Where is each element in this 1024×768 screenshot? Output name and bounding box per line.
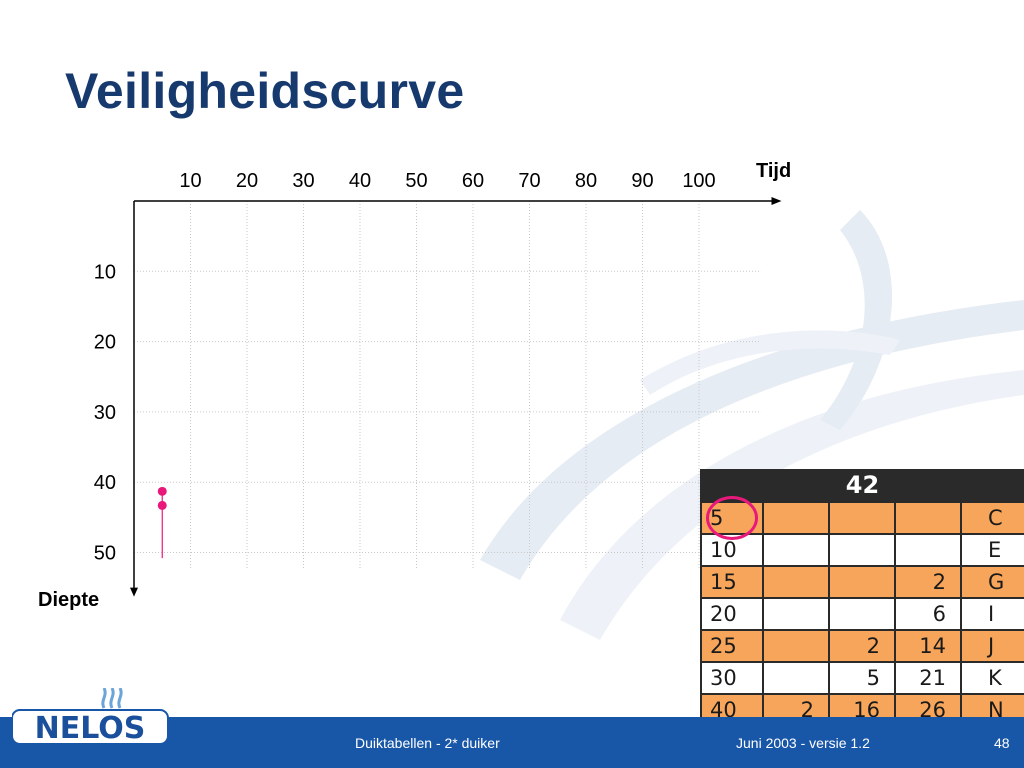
y-axis-title: Diepte (38, 589, 99, 611)
x-tick-labels: 10 20 30 40 50 60 70 80 90 100 (179, 170, 715, 192)
dive-time-cell (762, 565, 829, 598)
x-tick-label: 20 (236, 170, 258, 192)
dive-time-cell (762, 661, 829, 694)
dive-depth-cell: 20 (700, 597, 763, 630)
footer-course-title: Duiktabellen - 2* duiker (355, 735, 500, 751)
y-axis-arrow (130, 587, 138, 597)
highlight-circle (706, 496, 758, 540)
dive-time-cell (762, 597, 829, 630)
dive-table-row: 25 2 14 J (700, 629, 1024, 662)
dive-table-grid: 42 5 C 10 E 15 2 G 20 6 I 25 2 14 J 30 5 21 K 40 2 16 26 N (700, 469, 1024, 725)
dive-depth-cell: 25 (700, 629, 763, 662)
y-tick-label: 10 (94, 261, 116, 283)
x-tick-label: 80 (575, 170, 597, 192)
footer-bar (0, 717, 1024, 768)
dive-time-cell: 5 (828, 661, 895, 694)
dive-group-cell: J (960, 629, 1024, 662)
dive-table-header: 42 (701, 469, 1024, 502)
logo-text: NELOS (35, 711, 146, 746)
x-tick-label: 30 (292, 170, 314, 192)
dive-time-cell (828, 533, 895, 566)
footer-version: Juni 2003 - versie 1.2 (736, 735, 870, 751)
x-axis-arrow (771, 197, 782, 205)
dive-time-cell (828, 501, 895, 534)
y-tick-labels: 10 20 30 40 50 (94, 261, 116, 564)
chart-grid (134, 201, 762, 571)
data-point (157, 486, 167, 496)
dive-time-cell: 14 (894, 629, 961, 662)
footer-page-number: 48 (994, 735, 1010, 751)
y-tick-label: 50 (94, 543, 116, 565)
dive-time-cell: 21 (894, 661, 961, 694)
dive-time-cell: 6 (894, 597, 961, 630)
chart-axes (130, 197, 782, 597)
x-tick-label: 70 (518, 170, 540, 192)
x-tick-label: 40 (349, 170, 371, 192)
y-tick-label: 30 (94, 402, 116, 424)
dive-time-cell (828, 597, 895, 630)
dive-time-cell (894, 533, 961, 566)
dive-table: 42 5 C 10 E 15 2 G 20 6 I 25 2 14 J 30 5 21 K 40 2 16 26 N (700, 469, 1024, 725)
y-tick-label: 20 (94, 332, 116, 354)
dive-table-row: 20 6 I (700, 597, 1024, 630)
dive-time-cell (762, 501, 829, 534)
data-point (157, 500, 167, 510)
dive-group-cell: I (960, 597, 1024, 630)
dive-time-cell: 2 (828, 629, 895, 662)
dive-table-row: 10 E (700, 533, 1024, 566)
x-axis-title: Tijd (756, 160, 791, 182)
dive-group-cell: G (960, 565, 1024, 598)
x-tick-label: 50 (405, 170, 427, 192)
y-tick-label: 40 (94, 472, 116, 494)
dive-time-cell (762, 629, 829, 662)
x-tick-label: 60 (462, 170, 484, 192)
nelos-logo: NELOS (12, 688, 169, 760)
dive-time-cell (828, 565, 895, 598)
dive-group-cell: E (960, 533, 1024, 566)
dive-depth-cell: 15 (700, 565, 763, 598)
dive-time-cell (894, 501, 961, 534)
dive-depth-cell: 30 (700, 661, 763, 694)
dive-group-cell: C (960, 501, 1024, 534)
chart-marks (157, 486, 167, 559)
dive-group-cell: K (960, 661, 1024, 694)
x-tick-label: 10 (179, 170, 201, 192)
dive-time-cell: 2 (894, 565, 961, 598)
dive-table-row: 30 5 21 K (700, 661, 1024, 694)
x-tick-label: 90 (631, 170, 653, 192)
x-tick-label: 100 (682, 170, 715, 192)
dive-time-cell (762, 533, 829, 566)
slide-title: Veiligheidscurve (65, 63, 465, 119)
dive-table-row: 15 2 G (700, 565, 1024, 598)
